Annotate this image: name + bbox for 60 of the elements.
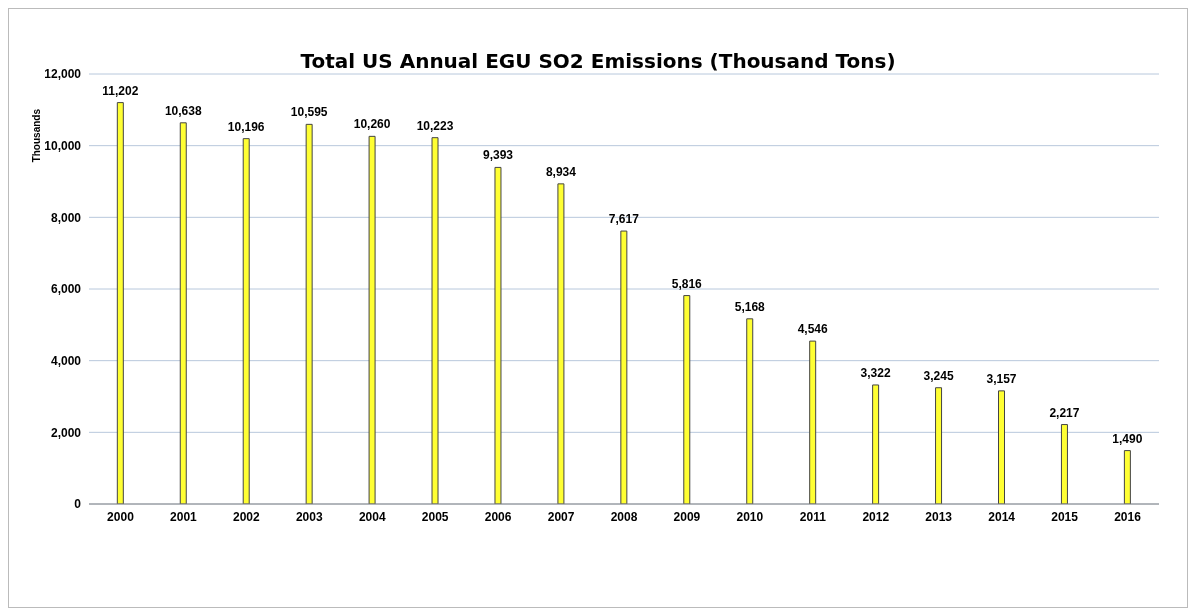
x-tick-label: 2016 — [1114, 509, 1142, 524]
y-tick-label: 12,000 — [44, 67, 82, 82]
y-tick-label: 4,000 — [50, 353, 82, 368]
y-tick-label: 10,000 — [44, 138, 82, 153]
data-label: 2,217 — [1049, 405, 1080, 420]
data-label: 3,322 — [860, 365, 891, 380]
x-tick-label: 2004 — [358, 509, 386, 524]
bar — [494, 166, 502, 504]
data-label: 4,546 — [797, 322, 829, 337]
x-tick-label: 2012 — [862, 509, 890, 524]
y-tick-label: 0 — [74, 497, 82, 512]
bar — [935, 387, 943, 504]
y-axis-title: Thousands — [31, 109, 42, 163]
bar — [431, 137, 439, 504]
bar — [242, 138, 250, 504]
data-label: 10,260 — [353, 117, 391, 132]
data-label: 1,490 — [1112, 431, 1143, 446]
bar — [1123, 450, 1131, 504]
x-tick-label: 2010 — [736, 509, 764, 524]
data-label: 3,157 — [986, 371, 1017, 386]
x-tick-label: 2009 — [673, 509, 701, 524]
bar — [116, 102, 124, 504]
x-tick-label: 2008 — [610, 509, 638, 524]
bar — [179, 122, 187, 504]
data-label: 5,168 — [734, 299, 766, 314]
x-tick-label: 2014 — [988, 509, 1016, 524]
x-tick-label: 2007 — [547, 509, 575, 524]
bar — [872, 384, 880, 504]
x-tick-label: 2013 — [925, 509, 953, 524]
bar — [746, 318, 754, 504]
data-label: 10,196 — [227, 119, 265, 134]
data-label: 11,202 — [102, 83, 139, 98]
bar — [557, 183, 565, 504]
data-label: 10,223 — [416, 118, 454, 133]
x-tick-label: 2000 — [107, 509, 135, 524]
bar — [305, 123, 313, 504]
x-tick-label: 2005 — [421, 509, 449, 524]
data-label: 10,595 — [290, 105, 328, 120]
x-tick-label: 2015 — [1051, 509, 1079, 524]
y-tick-label: 6,000 — [50, 282, 82, 297]
data-label: 5,816 — [671, 276, 703, 291]
x-tick-label: 2011 — [799, 509, 827, 524]
bar — [998, 390, 1005, 504]
bar — [368, 135, 376, 504]
data-label: 10,638 — [164, 103, 202, 118]
x-tick-label: 2001 — [170, 509, 198, 524]
chart-title: Total US Annual EGU SO2 Emissions (Thousand Tons) — [300, 49, 896, 73]
bar — [620, 230, 628, 504]
x-tick-label: 2006 — [484, 509, 512, 524]
y-tick-label: 2,000 — [50, 425, 82, 440]
bar — [683, 295, 691, 504]
bar — [1060, 424, 1068, 504]
x-tick-label: 2003 — [295, 509, 323, 524]
y-tick-label: 8,000 — [50, 210, 82, 225]
data-label: 7,617 — [608, 212, 640, 227]
data-label: 8,934 — [545, 164, 577, 179]
data-label: 3,245 — [923, 368, 954, 383]
x-tick-label: 2002 — [233, 509, 261, 524]
data-label: 9,393 — [482, 148, 514, 163]
bar — [809, 340, 817, 504]
